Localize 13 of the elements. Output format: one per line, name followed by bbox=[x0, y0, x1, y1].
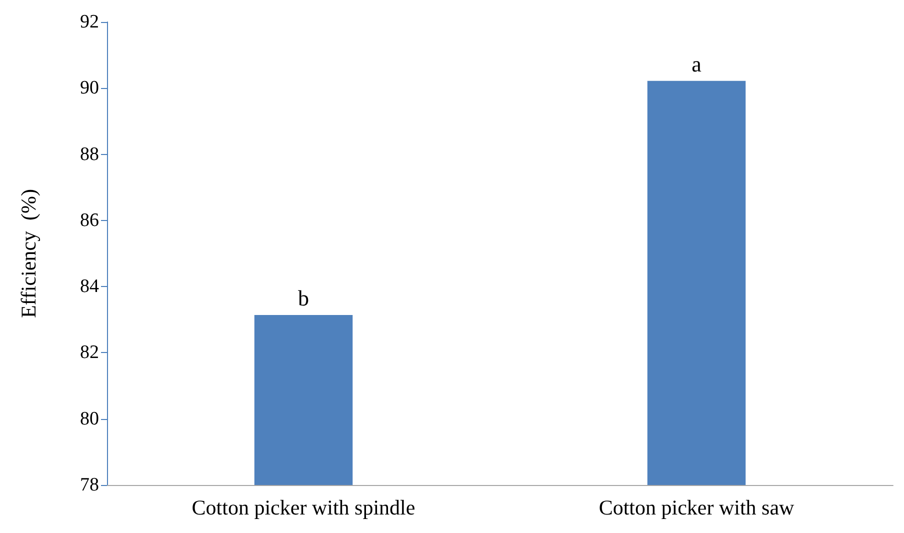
x-tick-label: Cotton picker with spindle bbox=[192, 496, 416, 520]
y-tick-label: 80 bbox=[80, 408, 99, 430]
y-axis-title: Efficiency (%) bbox=[16, 188, 40, 318]
y-tick-label: 78 bbox=[80, 474, 99, 496]
y-tick-label: 86 bbox=[80, 210, 99, 231]
y-tick-label: 84 bbox=[80, 276, 100, 298]
y-tick-label: 88 bbox=[80, 144, 99, 165]
annotation: b bbox=[298, 286, 309, 311]
y-tick-label: 90 bbox=[80, 78, 99, 99]
annotation: a bbox=[692, 51, 702, 76]
x-tick-label: Cotton picker with saw bbox=[598, 496, 796, 520]
y-tick-label: 82 bbox=[80, 342, 99, 364]
y-tick-label: 92 bbox=[80, 12, 99, 32]
